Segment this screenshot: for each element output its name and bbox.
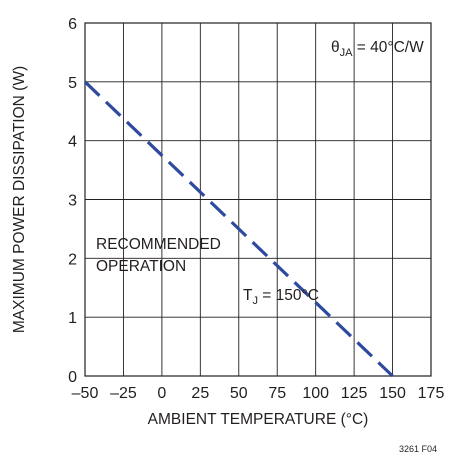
x-tick-label: 25 (191, 385, 209, 402)
y-axis-title: MAXIMUM POWER DISSIPATION (W) (11, 66, 28, 333)
x-tick-label: 175 (418, 385, 445, 402)
x-tick-label: 150 (379, 385, 406, 402)
x-tick-label: 50 (230, 385, 248, 402)
y-tick-label: 0 (68, 369, 77, 386)
y-tick-labels: 0 1 2 3 4 5 6 (68, 16, 77, 386)
junction-temperature-label: TJ = 150°C (243, 287, 319, 307)
x-tick-label: –25 (110, 385, 137, 402)
grid-lines (85, 23, 431, 376)
series-layer (83, 80, 394, 378)
figure-id: 3261 F04 (399, 444, 437, 454)
x-tick-label: –50 (72, 385, 99, 402)
tj-value: = 150°C (258, 287, 319, 304)
plot-frame (84, 22, 432, 377)
y-tick-label: 1 (68, 310, 77, 327)
y-tick-label: 6 (68, 16, 77, 33)
theta-value: = 40°C/W (352, 39, 424, 56)
operation-label: OPERATION (96, 258, 186, 275)
recommended-label: RECOMMENDED (96, 236, 221, 253)
x-tick-label: 75 (268, 385, 286, 402)
y-tick-label: 3 (68, 193, 77, 210)
tj-subscript: J (252, 295, 258, 307)
theta-symbol: θ (331, 39, 340, 56)
y-tick-label: 4 (68, 134, 77, 151)
y-tick-label: 5 (68, 75, 77, 92)
thermal-resistance-label: θJA = 40°C/W (331, 39, 424, 59)
tj-symbol: T (243, 287, 253, 304)
x-tick-labels: –50 –25 0 25 50 75 100 125 150 175 (72, 385, 445, 402)
theta-subscript: JA (340, 47, 354, 59)
derating-line (83, 80, 394, 378)
x-tick-label: 125 (341, 385, 368, 402)
x-tick-label: 100 (302, 385, 329, 402)
x-axis-title: AMBIENT TEMPERATURE (°C) (148, 411, 369, 428)
x-tick-label: 0 (157, 385, 166, 402)
y-tick-label: 2 (68, 251, 77, 268)
